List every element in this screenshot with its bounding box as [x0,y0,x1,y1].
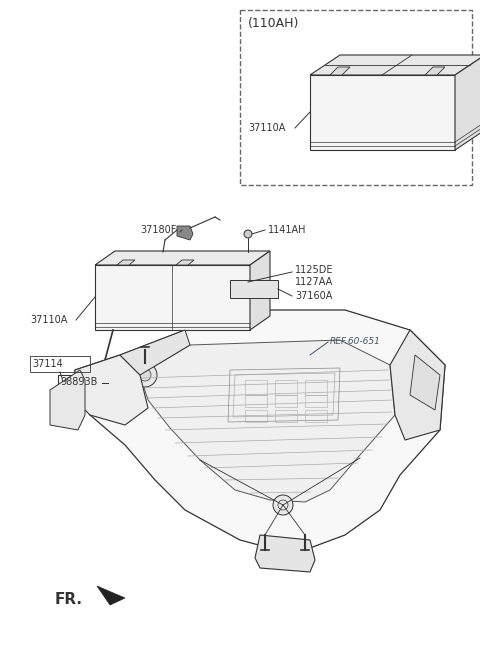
Text: REF.60-651: REF.60-651 [330,337,381,346]
Polygon shape [176,260,194,265]
Polygon shape [140,340,395,502]
Circle shape [273,495,293,515]
Circle shape [435,105,445,115]
Text: 1127AA: 1127AA [295,277,333,287]
Polygon shape [75,355,148,425]
Polygon shape [50,370,85,430]
Text: 37180F: 37180F [140,225,176,235]
Polygon shape [240,10,472,185]
Text: 37110A: 37110A [30,315,67,325]
Circle shape [359,105,368,115]
Circle shape [133,363,157,387]
Polygon shape [75,310,445,548]
Circle shape [183,256,191,264]
Circle shape [159,256,167,264]
Text: FR.: FR. [55,593,83,607]
Circle shape [244,285,252,293]
Circle shape [107,380,113,386]
Circle shape [111,256,119,264]
Text: 1141AH: 1141AH [268,225,307,235]
Polygon shape [390,330,445,440]
Polygon shape [120,330,190,375]
Polygon shape [310,55,480,75]
Circle shape [280,550,286,556]
Polygon shape [310,75,455,150]
Text: 37114: 37114 [32,359,63,369]
Circle shape [207,256,215,264]
Text: 37110A: 37110A [248,123,286,133]
Circle shape [231,256,239,264]
Circle shape [370,85,380,95]
Polygon shape [230,280,278,298]
Text: 1125DE: 1125DE [295,265,334,275]
Polygon shape [250,251,270,330]
Circle shape [139,369,151,381]
Polygon shape [410,355,440,410]
Polygon shape [97,586,125,605]
Polygon shape [95,265,250,330]
Polygon shape [95,251,270,265]
Polygon shape [455,55,480,150]
Text: 37160A: 37160A [295,291,332,301]
Text: 98893B: 98893B [60,377,97,387]
Circle shape [420,85,430,95]
Polygon shape [425,67,445,75]
Circle shape [135,256,143,264]
Circle shape [320,105,330,115]
Circle shape [246,287,250,291]
Polygon shape [177,226,193,240]
Polygon shape [117,260,135,265]
Polygon shape [330,67,350,75]
Circle shape [244,230,252,238]
Circle shape [320,85,330,95]
Polygon shape [255,535,315,572]
Text: (110AH): (110AH) [248,18,300,31]
Circle shape [396,105,407,115]
